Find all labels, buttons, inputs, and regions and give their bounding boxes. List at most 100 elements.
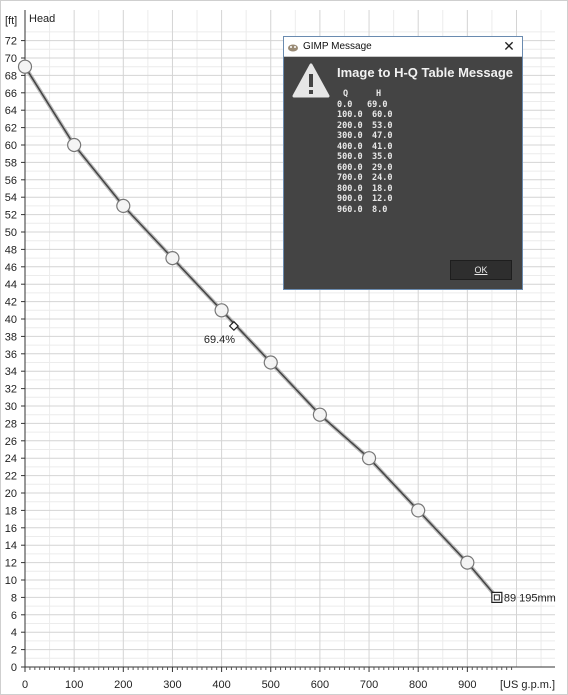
hq-table-row: 900.0 12.0 [337, 194, 392, 205]
y-tick-label: 38 [5, 331, 17, 343]
data-point [165, 251, 180, 266]
hq-q-value: 500.0 [337, 152, 363, 162]
data-point [116, 198, 131, 213]
y-tick-label: 46 [5, 262, 17, 274]
data-point [460, 555, 475, 570]
hq-h-value: 53.0 [372, 120, 393, 131]
data-point [17, 59, 33, 74]
bep-marker [228, 320, 239, 332]
hq-h-value: 12.0 [372, 194, 393, 204]
data-point [312, 407, 327, 422]
hq-q-value: 700.0 [337, 173, 363, 183]
y-tick-label: 34 [5, 366, 17, 378]
hq-table-row: 400.0 41.0 [337, 142, 392, 153]
x-tick-label: 900 [458, 679, 476, 691]
end-point-handle-inner [493, 594, 500, 601]
x-tick-label: 0 [22, 679, 28, 691]
hq-table-row: 960.0 8.0 [337, 205, 392, 216]
y-tick-label: 66 [5, 88, 17, 100]
hq-q-value: 800.0 [337, 183, 363, 194]
hq-q-value: 900.0 [337, 194, 363, 204]
y-tick-label: 2 [11, 645, 17, 657]
y-tick-label: 52 [5, 210, 17, 222]
y-tick-label: 40 [5, 314, 17, 326]
hq-q-value: 100.0 [337, 110, 363, 120]
hq-table-row: 600.0 29.0 [337, 163, 392, 174]
y-tick-label: 60 [5, 140, 17, 152]
x-tick-label: 500 [262, 679, 280, 691]
y-tick-label: 22 [5, 471, 17, 483]
y-unit-label: [ft] [5, 15, 17, 27]
hq-h-value: 8.0 [372, 204, 388, 215]
hq-q-value: 0.0 [337, 99, 353, 110]
hq-h-value: 18.0 [372, 183, 393, 194]
warning-triangle-icon [292, 63, 330, 98]
hq-table-row: 100.0 60.0 [337, 110, 392, 121]
hq-table-row: 700.0 24.0 [337, 173, 392, 184]
x-tick-label: 400 [212, 679, 230, 691]
hq-table-row: 0.0 69.0 [337, 100, 392, 111]
hq-table-row: 800.0 18.0 [337, 184, 392, 195]
hq-h-value: 60.0 [372, 110, 393, 120]
y-tick-label: 16 [5, 523, 17, 535]
dialog-titlebar[interactable]: GIMP Message ✕ [284, 37, 522, 57]
hq-h-value: 29.0 [372, 162, 393, 173]
y-tick-label: 0 [11, 662, 17, 674]
close-icon[interactable]: ✕ [503, 38, 515, 54]
y-tick-label: 14 [5, 540, 17, 552]
y-tick-label: 10 [5, 575, 17, 587]
hq-q-value: 200.0 [337, 120, 363, 131]
y-tick-label: 54 [5, 192, 17, 204]
hq-q-value: 600.0 [337, 162, 363, 173]
y-axis-title: Head [29, 13, 55, 25]
y-tick-label: 70 [5, 53, 17, 65]
message-heading: Image to H-Q Table Message [337, 65, 514, 80]
y-tick-label: 44 [5, 279, 17, 291]
y-tick-label: 4 [11, 627, 17, 639]
y-tick-label: 48 [5, 244, 17, 256]
y-tick-label: 32 [5, 384, 17, 396]
data-point [214, 303, 229, 318]
hq-table: Q H 0.0 69.0 100.0 60.0 200.0 53.0 300.0 47.0 40… [337, 89, 392, 215]
x-tick-label: 100 [65, 679, 83, 691]
hq-h-value: 69.0 [367, 99, 388, 110]
ok-button[interactable]: OK [450, 260, 512, 280]
y-tick-label: 36 [5, 349, 17, 361]
y-tick-label: 28 [5, 418, 17, 430]
hq-table-row: 500.0 35.0 [337, 152, 392, 163]
y-tick-label: 12 [5, 558, 17, 570]
x-tick-label: 300 [163, 679, 181, 691]
hq-h-value: 41.0 [372, 141, 393, 152]
x-unit-label: [US g.p.m.] [500, 679, 555, 691]
column-h-header: H [376, 89, 382, 99]
hq-q-value: 960.0 [337, 204, 363, 215]
hq-table-row: 200.0 53.0 [337, 121, 392, 132]
y-tick-label: 30 [5, 401, 17, 413]
x-tick-label: 600 [311, 679, 329, 691]
efficiency-label: 69.4% [204, 334, 235, 346]
y-tick-label: 58 [5, 157, 17, 169]
gimp-icon [288, 44, 298, 51]
y-tick-label: 20 [5, 488, 17, 500]
y-tick-label: 56 [5, 175, 17, 187]
y-tick-label: 68 [5, 70, 17, 82]
data-point [67, 137, 82, 153]
data-point [411, 503, 426, 518]
x-tick-label: 800 [409, 679, 427, 691]
y-tick-label: 26 [5, 436, 17, 448]
y-tick-label: 18 [5, 505, 17, 517]
hq-h-value: 24.0 [372, 173, 393, 183]
y-tick-label: 42 [5, 297, 17, 309]
data-point [263, 355, 278, 370]
y-tick-label: 6 [11, 610, 17, 622]
hq-table-row: 300.0 47.0 [337, 131, 392, 142]
column-q-header: Q [343, 89, 349, 99]
x-tick-label: 700 [360, 679, 378, 691]
hq-h-value: 35.0 [372, 152, 393, 162]
y-tick-label: 50 [5, 227, 17, 239]
y-tick-label: 62 [5, 123, 17, 135]
end-point-handle [491, 591, 503, 604]
hq-q-value: 300.0 [337, 131, 363, 141]
hq-q-value: 400.0 [337, 141, 363, 152]
y-tick-label: 8 [11, 592, 17, 604]
